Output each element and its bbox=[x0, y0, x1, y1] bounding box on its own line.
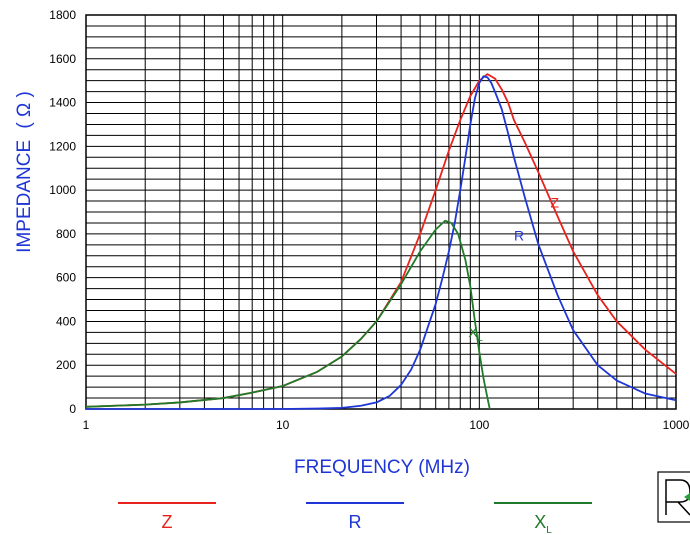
y-tick-label: 1600 bbox=[49, 52, 76, 66]
legend-item-z: Z bbox=[118, 502, 216, 532]
svg-text:IMPEDANCE ( Ω ): IMPEDANCE ( Ω ) bbox=[14, 91, 35, 253]
axis-ticks: 1 10 100 1000 0 200 400 600 800 1000 1200 1400 1600 1… bbox=[49, 8, 689, 432]
curve-label-r: R bbox=[514, 227, 524, 243]
y-tick-label: 0 bbox=[69, 402, 76, 416]
curve-label-x: XL bbox=[468, 324, 482, 343]
y-tick-label: 600 bbox=[56, 271, 76, 285]
y-axis-title-group: IMPEDANCE ( Ω ) bbox=[14, 91, 35, 253]
y-tick-label: 400 bbox=[56, 314, 76, 328]
y-tick-label: 800 bbox=[56, 227, 76, 241]
x-tick-label: 1000 bbox=[663, 418, 690, 432]
x-tick-label: 100 bbox=[469, 418, 489, 432]
plot-grid bbox=[85, 14, 677, 410]
legend-item-r: R bbox=[306, 502, 404, 532]
x-tick-label: 10 bbox=[276, 418, 290, 432]
y-tick-label: 1400 bbox=[49, 96, 76, 110]
curve-labels: Z R XL bbox=[468, 195, 559, 343]
series-line-x bbox=[85, 219, 491, 410]
y-axis-unit: ( Ω ) bbox=[14, 91, 35, 128]
logo-mark bbox=[657, 471, 690, 523]
legend: Z R XL bbox=[118, 502, 592, 535]
curve-label-z: Z bbox=[550, 195, 559, 211]
x-tick-label: 1 bbox=[83, 418, 90, 432]
x-axis-title: FREQUENCY (MHz) bbox=[294, 457, 470, 478]
y-axis-title: IMPEDANCE bbox=[14, 140, 35, 253]
series-line-r bbox=[86, 75, 677, 410]
legend-label: Z bbox=[162, 512, 173, 532]
legend-label: XL bbox=[534, 512, 552, 535]
plot-curves bbox=[85, 73, 677, 410]
y-tick-label: 200 bbox=[56, 358, 76, 372]
legend-label: R bbox=[349, 512, 362, 532]
y-tick-label: 1800 bbox=[49, 8, 76, 22]
y-tick-label: 1000 bbox=[49, 183, 76, 197]
legend-item-x: XL bbox=[494, 502, 592, 535]
y-tick-label: 1200 bbox=[49, 139, 76, 153]
